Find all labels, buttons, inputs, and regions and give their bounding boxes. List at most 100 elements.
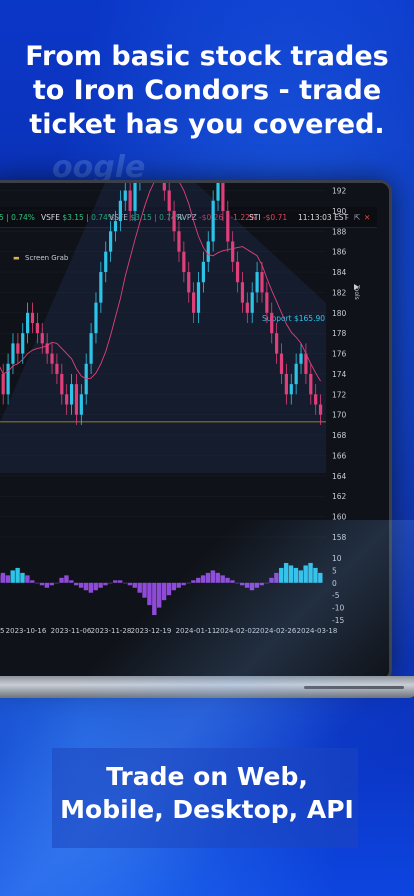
price-tick-label: 180 bbox=[332, 309, 347, 318]
candle-body bbox=[35, 323, 39, 334]
ticker-change: 5 | 0.74% bbox=[0, 213, 35, 222]
candle-body bbox=[294, 363, 298, 385]
screen-grab-button[interactable]: Screen Grab bbox=[25, 254, 69, 262]
macd-bar bbox=[200, 575, 206, 583]
macd-bar bbox=[264, 582, 269, 584]
macd-bar bbox=[308, 562, 313, 583]
headline-line-3: ticket has you covered. bbox=[29, 109, 385, 140]
candle-body bbox=[216, 183, 220, 201]
candle-body bbox=[109, 231, 113, 252]
macd-bar bbox=[117, 580, 123, 583]
close-button[interactable]: ✕ bbox=[364, 213, 371, 222]
price-tick-label: 170 bbox=[332, 411, 347, 420]
ticker-symbol: VSFE bbox=[41, 213, 60, 222]
candle-body bbox=[167, 190, 171, 211]
macd-bar bbox=[49, 582, 54, 586]
macd-bar bbox=[30, 580, 35, 583]
candle-body bbox=[45, 343, 49, 354]
ticker-item-0[interactable]: 5 | 0.74% bbox=[0, 213, 35, 222]
chart-toolbar: ▬ Screen Grab bbox=[0, 247, 377, 267]
macd-bar bbox=[230, 580, 235, 583]
candle-body bbox=[289, 384, 293, 395]
macd-bar bbox=[288, 565, 294, 583]
macd-bar bbox=[205, 572, 211, 583]
macd-bar bbox=[0, 572, 6, 583]
ticker-item-1[interactable]: VSFE $3.15 | 0.74% bbox=[41, 213, 115, 222]
price-tick-label: 172 bbox=[332, 390, 347, 399]
macd-bar bbox=[171, 582, 177, 591]
macd-bar bbox=[313, 567, 318, 583]
headline-line-1: From basic stock trades bbox=[25, 41, 389, 72]
ticker-change: $3.15 | 0.74% bbox=[130, 213, 183, 222]
macd-bar bbox=[147, 582, 152, 606]
macd-tick-label: -15 bbox=[332, 616, 344, 625]
candle-body bbox=[279, 353, 284, 374]
candle-body bbox=[211, 200, 215, 242]
candle-body bbox=[314, 394, 318, 405]
macd-bar bbox=[98, 582, 103, 588]
candle-body bbox=[270, 312, 274, 334]
macd-tick-label: -10 bbox=[332, 604, 344, 613]
candle-body bbox=[89, 333, 93, 364]
tools-tab-arrow-icon bbox=[354, 284, 359, 290]
macd-bar bbox=[44, 582, 50, 588]
macd-bar bbox=[279, 567, 284, 583]
macd-bar bbox=[176, 582, 181, 588]
candle-body bbox=[245, 302, 249, 313]
price-tick-label: 174 bbox=[332, 370, 347, 379]
candle-body bbox=[226, 210, 230, 242]
candle-body bbox=[221, 183, 225, 211]
date-tick-label: 2024-02-26 bbox=[256, 627, 297, 635]
candle-body bbox=[104, 251, 108, 273]
date-tick-label: 2024-02-02 bbox=[216, 627, 257, 635]
macd-bar bbox=[5, 575, 11, 583]
macd-bar bbox=[122, 582, 128, 584]
ticker-bar: 5 | 0.74% VSFE $3.15 | 0.74% VSFE $3.15 … bbox=[0, 207, 377, 228]
candle-body bbox=[40, 333, 44, 344]
date-tick-label: 2023-11-28 bbox=[91, 627, 132, 635]
macd-bar bbox=[25, 575, 30, 583]
price-tick-label: 158 bbox=[332, 533, 347, 542]
macd-bar bbox=[59, 577, 64, 583]
macd-bar bbox=[196, 577, 201, 583]
tools-tab[interactable]: Tools bbox=[353, 284, 360, 300]
macd-bar bbox=[39, 582, 45, 586]
price-tick-label: 166 bbox=[332, 451, 347, 460]
price-tick-label: 186 bbox=[332, 248, 347, 257]
macd-bar bbox=[88, 582, 94, 593]
macd-bar bbox=[34, 582, 40, 584]
date-tick-label: -25 bbox=[0, 627, 4, 635]
macd-bar bbox=[240, 582, 245, 586]
headline: From basic stock trades to Iron Condors … bbox=[0, 40, 414, 142]
macd-bar bbox=[54, 582, 59, 584]
candle-body bbox=[309, 373, 313, 395]
macd-bar bbox=[20, 572, 25, 583]
candle-body bbox=[74, 384, 79, 415]
ticker-change: -$0.71 bbox=[262, 213, 288, 222]
macd-bar bbox=[142, 582, 147, 598]
camera-icon: ▬ bbox=[13, 254, 20, 262]
restore-button[interactable]: ⇱ bbox=[354, 213, 361, 222]
support-label: Support $165.90 bbox=[262, 314, 325, 323]
macd-bar bbox=[78, 582, 84, 588]
ticker-item-2[interactable]: VSFE $3.15 | 0.74% bbox=[109, 213, 183, 222]
candle-body bbox=[69, 384, 74, 405]
tagline-line-2: Mobile, Desktop, API bbox=[60, 795, 354, 824]
ticker-item-4[interactable]: STI -$0.71 bbox=[249, 213, 287, 222]
price-tick-label: 190 bbox=[332, 207, 347, 216]
macd-bar bbox=[15, 567, 20, 583]
laptop-base-groove bbox=[304, 686, 404, 689]
macd-bar bbox=[318, 572, 323, 583]
macd-bar bbox=[113, 580, 118, 583]
macd-bar bbox=[215, 572, 220, 583]
ticker-symbol: STI bbox=[249, 213, 261, 222]
macd-tick-label: 10 bbox=[332, 554, 342, 563]
minimize-button[interactable]: – bbox=[345, 213, 349, 222]
candle-body bbox=[118, 200, 122, 222]
price-tick-label: 188 bbox=[332, 227, 347, 236]
ticker-symbol: VSFE bbox=[109, 213, 128, 222]
candle-body bbox=[16, 343, 20, 354]
macd-bar bbox=[137, 582, 142, 593]
price-tick-label: 182 bbox=[332, 288, 347, 297]
candle-body bbox=[60, 373, 64, 395]
